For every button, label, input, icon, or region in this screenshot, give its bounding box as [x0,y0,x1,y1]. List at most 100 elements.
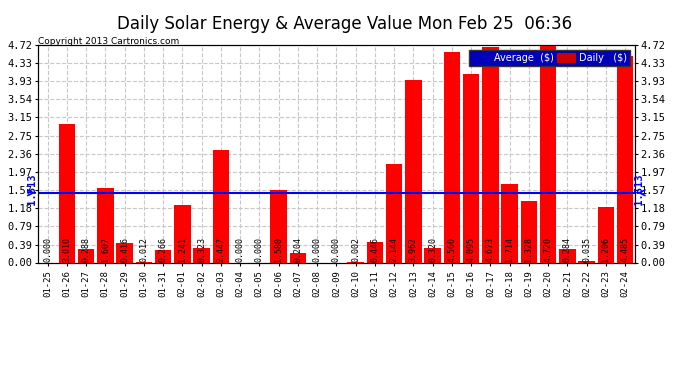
Bar [502,183,518,262]
Text: 1.513: 1.513 [635,174,644,211]
Text: 1.580: 1.580 [274,237,283,262]
Text: 02-20: 02-20 [544,270,553,297]
Bar [424,248,441,262]
Bar [578,261,595,262]
Text: 02-09: 02-09 [332,270,341,297]
Bar [97,189,114,262]
Bar [502,183,518,262]
Bar [174,206,190,262]
Bar [617,56,633,262]
Bar [290,253,306,262]
Text: 0.000: 0.000 [255,237,264,262]
Bar [463,74,480,262]
Bar [97,189,114,262]
Bar [386,164,402,262]
Text: Copyright 2013 Cartronics.com: Copyright 2013 Cartronics.com [38,38,179,46]
Text: 1.206: 1.206 [602,237,611,262]
Text: 02-12: 02-12 [390,270,399,297]
Text: 02-04: 02-04 [235,270,245,297]
Text: 1.241: 1.241 [178,237,187,262]
Text: 02-06: 02-06 [274,270,283,297]
Legend: Average  ($), Daily   ($): Average ($), Daily ($) [469,50,630,66]
Bar [405,80,422,262]
Text: 02-13: 02-13 [409,270,418,297]
Text: 0.416: 0.416 [120,237,129,262]
Bar [290,253,306,262]
Bar [193,248,210,262]
Bar [405,80,422,262]
Text: 1.714: 1.714 [505,237,514,262]
Bar [386,164,402,262]
Text: 1.328: 1.328 [524,237,533,262]
Text: 01-27: 01-27 [81,270,90,297]
Text: 0.266: 0.266 [159,237,168,262]
Text: 0.012: 0.012 [139,237,148,262]
Bar [598,207,614,262]
Bar [559,249,575,262]
Bar [117,243,132,262]
Bar [559,249,575,262]
Text: 02-05: 02-05 [255,270,264,297]
Bar [213,150,229,262]
Text: 02-22: 02-22 [582,270,591,297]
Text: 0.000: 0.000 [332,237,341,262]
Text: 02-15: 02-15 [447,270,456,297]
Bar [270,190,287,262]
Text: 3.962: 3.962 [409,237,418,262]
Bar [463,74,480,262]
Bar [366,242,383,262]
Text: 4.720: 4.720 [544,237,553,262]
Text: 02-01: 02-01 [178,270,187,297]
Bar [444,53,460,262]
Bar [117,243,132,262]
Text: 0.002: 0.002 [351,237,360,262]
Bar [540,45,556,262]
Text: 1.607: 1.607 [101,237,110,262]
Text: 4.485: 4.485 [621,237,630,262]
Text: 02-19: 02-19 [524,270,533,297]
Bar [366,242,383,262]
Text: 1.513: 1.513 [28,174,38,211]
Text: 0.000: 0.000 [43,237,52,262]
Text: Daily Solar Energy & Average Value Mon Feb 25  06:36: Daily Solar Energy & Average Value Mon F… [117,15,573,33]
Text: 4.560: 4.560 [447,237,456,262]
Bar [617,56,633,262]
Bar [174,206,190,262]
Text: 0.000: 0.000 [235,237,245,262]
Bar [424,248,441,262]
Text: 0.323: 0.323 [197,237,206,262]
Bar [521,201,537,262]
Text: 01-31: 01-31 [159,270,168,297]
Bar [270,190,287,262]
Text: 0.204: 0.204 [293,237,302,262]
Text: 0.446: 0.446 [371,237,380,262]
Text: 02-08: 02-08 [313,270,322,297]
Text: 02-14: 02-14 [428,270,437,297]
Bar [482,47,499,262]
Text: 0.284: 0.284 [563,237,572,262]
Text: 02-11: 02-11 [371,270,380,297]
Bar [78,249,95,262]
Text: 02-07: 02-07 [293,270,302,297]
Bar [578,261,595,262]
Bar [59,124,75,262]
Text: 0.035: 0.035 [582,237,591,262]
Text: 3.010: 3.010 [62,237,71,262]
Text: 02-18: 02-18 [505,270,514,297]
Bar [213,150,229,262]
Text: 4.095: 4.095 [466,237,475,262]
Text: 01-26: 01-26 [62,270,71,297]
Text: 0.288: 0.288 [81,237,90,262]
Text: 0.320: 0.320 [428,237,437,262]
Text: 01-29: 01-29 [120,270,129,297]
Bar [540,45,556,262]
Bar [444,53,460,262]
Bar [521,201,537,262]
Text: 02-17: 02-17 [486,270,495,297]
Text: 2.447: 2.447 [217,237,226,262]
Text: 02-24: 02-24 [621,270,630,297]
Text: 01-30: 01-30 [139,270,148,297]
Text: 4.673: 4.673 [486,237,495,262]
Text: 02-03: 02-03 [217,270,226,297]
Bar [59,124,75,262]
